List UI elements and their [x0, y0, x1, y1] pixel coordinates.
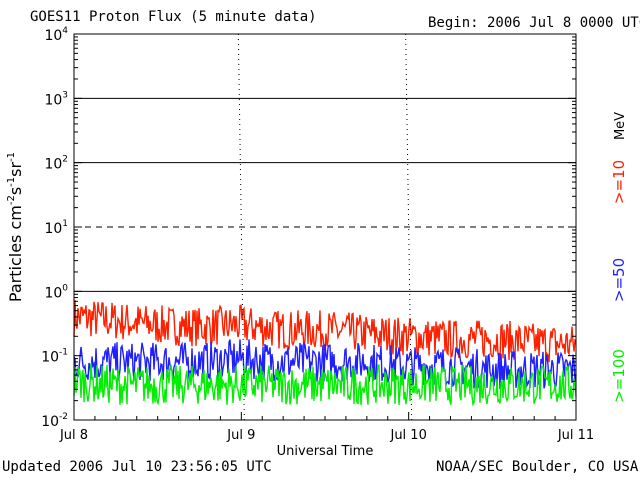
credit: NOAA/SEC Boulder, CO USA — [436, 459, 639, 475]
y-tick-label: 101 — [44, 219, 68, 237]
series-line-3 — [73, 363, 577, 407]
legend-label: >=10 — [610, 160, 628, 204]
y-tick-label: 102 — [44, 155, 68, 173]
x-tick-label: Jul 8 — [59, 428, 88, 443]
updated-time: Updated 2006 Jul 10 23:56:05 UTC — [2, 459, 272, 475]
units-label: MeV — [613, 112, 628, 140]
y-tick-label: 104 — [44, 26, 68, 44]
y-tick-label: 103 — [44, 90, 68, 108]
begin-time: Begin: 2006 Jul 8 0000 UTC — [428, 15, 640, 31]
y-tick-label: 100 — [44, 283, 68, 301]
legend-label: >=50 — [610, 258, 628, 302]
x-tick-label: Jul 11 — [557, 428, 594, 443]
legend-label: >=100 — [610, 349, 628, 403]
y-tick-label: 10-1 — [41, 348, 68, 366]
x-axis-label: Universal Time — [277, 444, 374, 459]
chart-title: GOES11 Proton Flux (5 minute data) — [30, 9, 317, 25]
x-tick-label: Jul 9 — [226, 428, 255, 443]
y-tick-label: 10-2 — [41, 412, 68, 430]
y-axis-label: Particles cm-2s-1sr-1 — [6, 152, 25, 302]
x-tick-label: Jul 10 — [389, 428, 426, 443]
